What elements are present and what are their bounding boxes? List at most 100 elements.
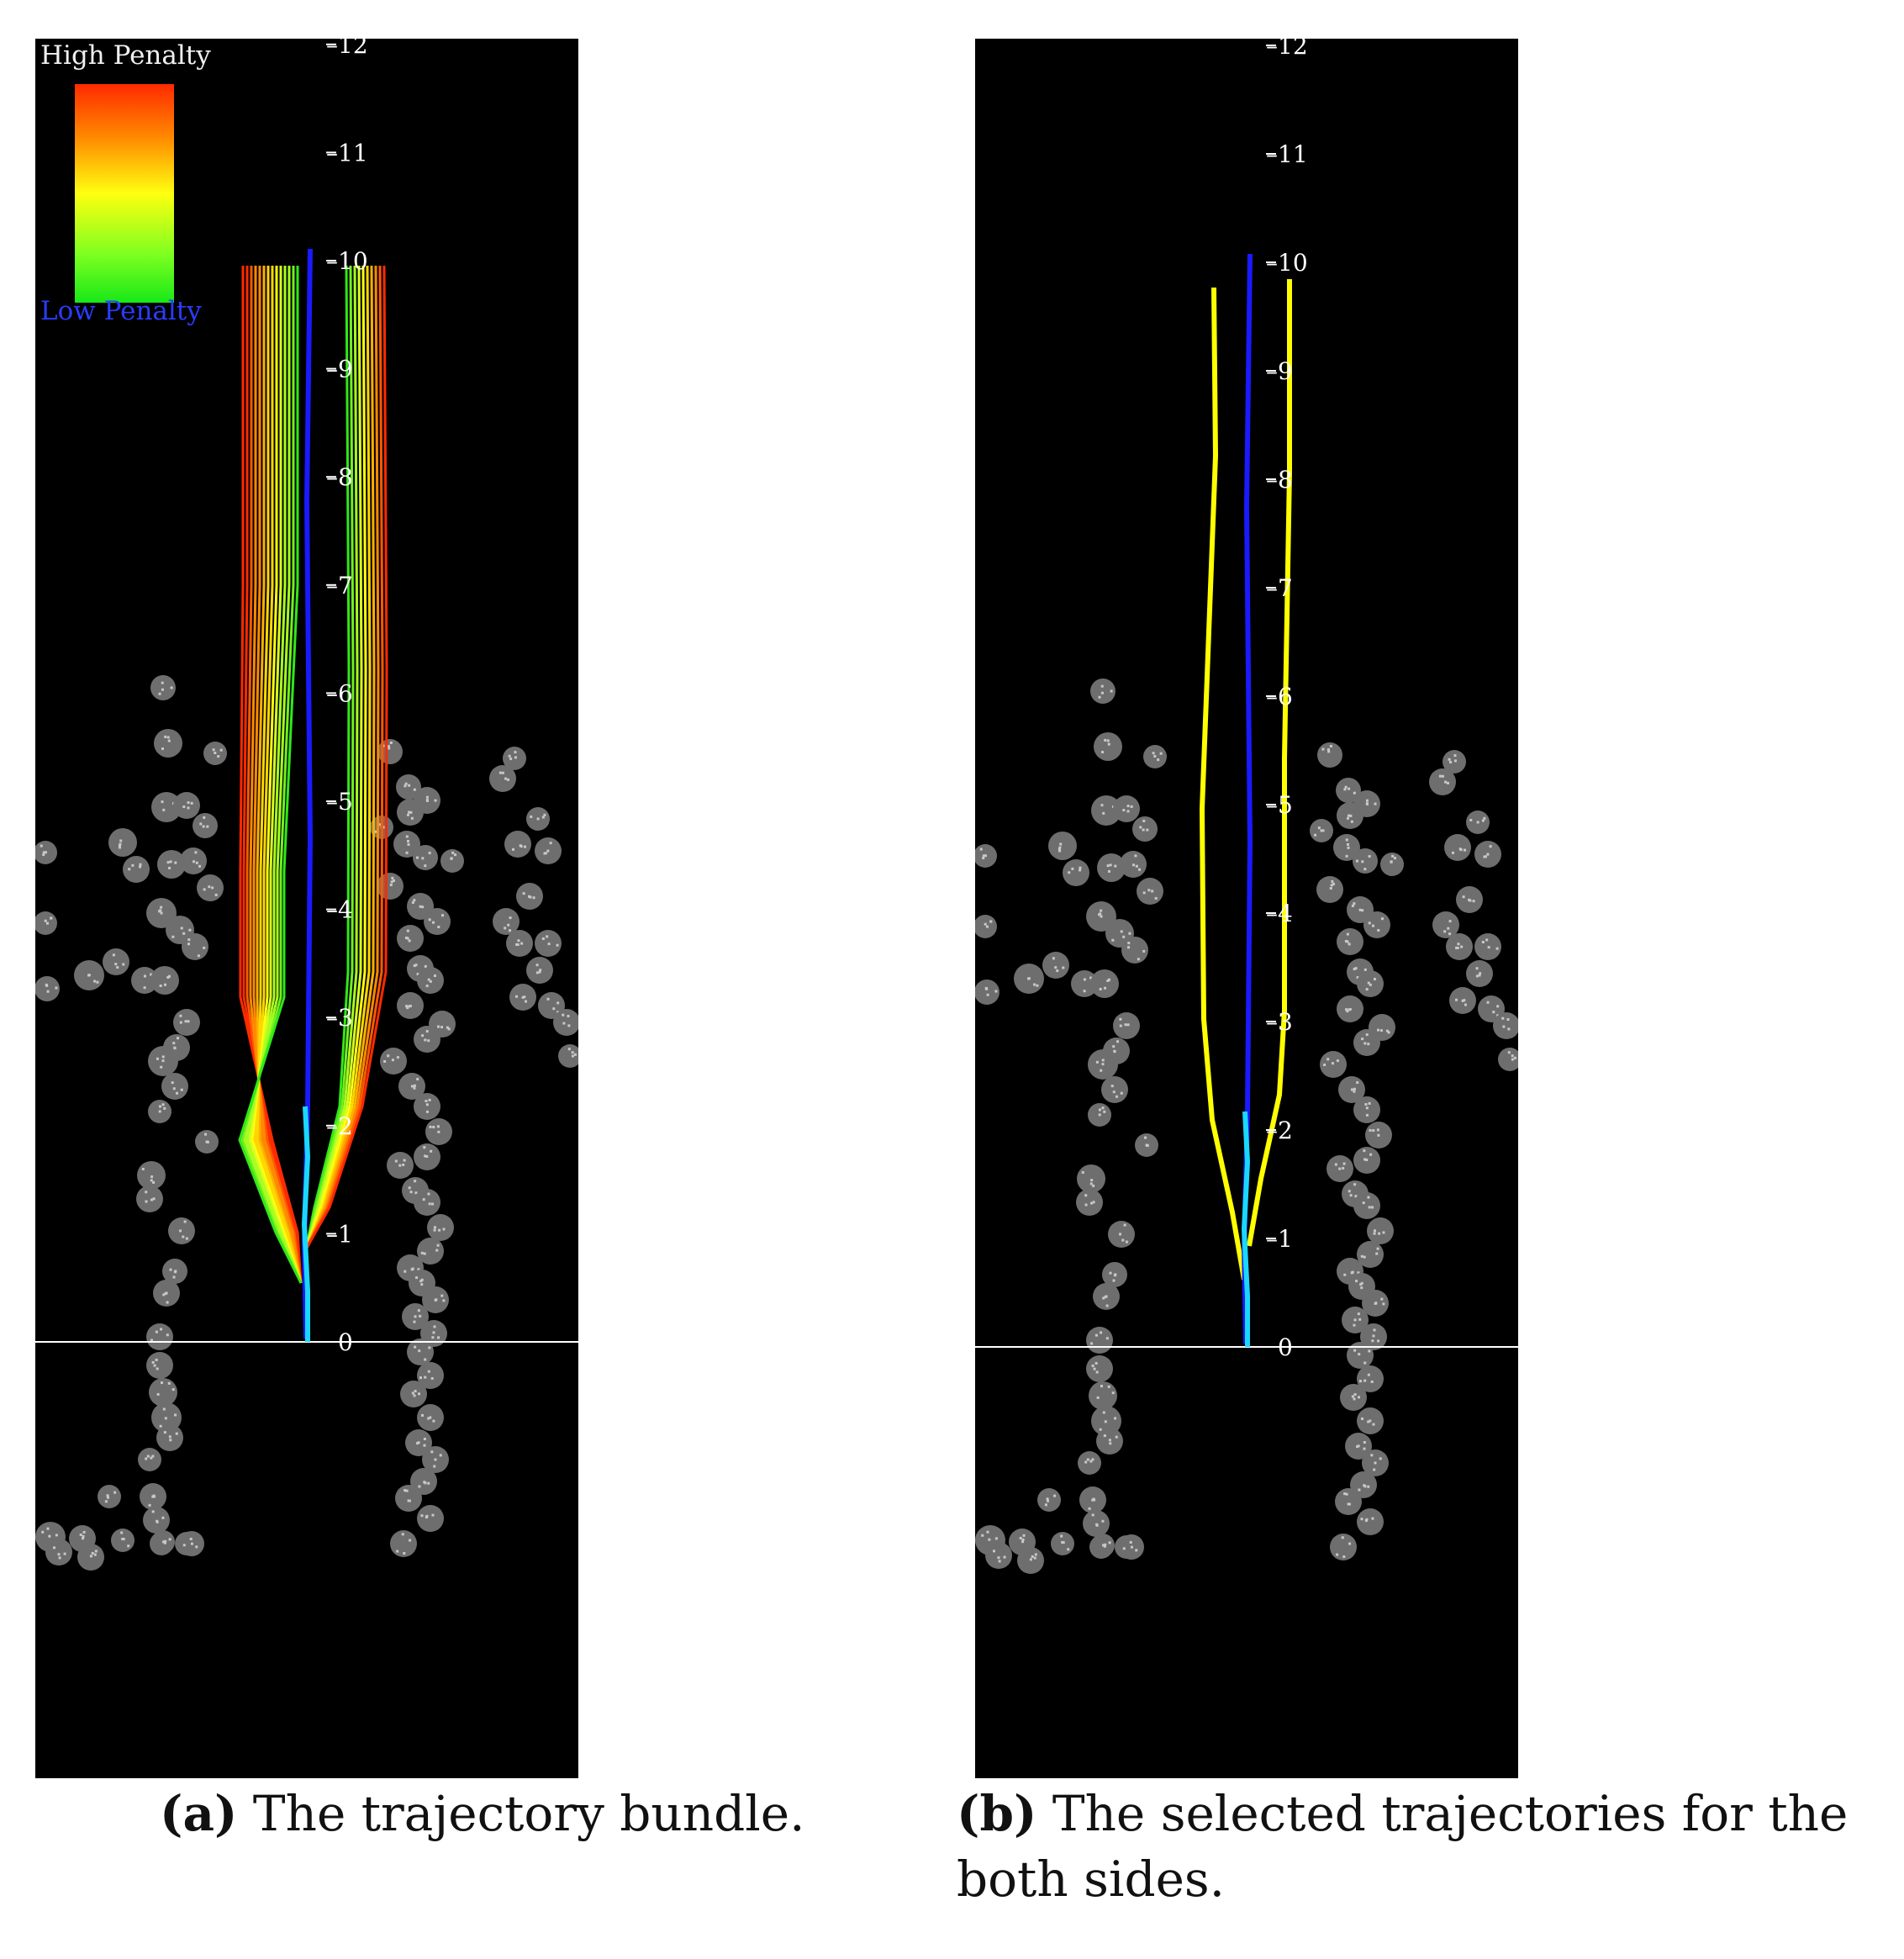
obstacle-speckle — [1116, 1040, 1120, 1043]
obstacle-speckle — [420, 1283, 424, 1286]
obstacle-speckle — [1154, 896, 1158, 900]
obstacle-speckle — [1106, 739, 1110, 742]
obstacle-speckle — [1369, 983, 1372, 986]
trajectory-left — [245, 266, 303, 1284]
obstacle-speckle — [1363, 1042, 1367, 1045]
obstacle-speckle — [1377, 929, 1380, 932]
obstacle-speckle — [1344, 785, 1348, 789]
obstacle-blob — [146, 1352, 173, 1379]
obstacle-speckle — [1346, 932, 1349, 936]
obstacle-speckle — [436, 1125, 440, 1128]
obstacle-blob — [1444, 834, 1471, 861]
obstacle-speckle — [424, 1358, 427, 1361]
obstacle-speckle — [439, 1454, 442, 1457]
distance-axis: 0 –1 –2 –3 –4 –5 –6 –7 –8 –9 –10 –11 –12 — [1266, 39, 1308, 1361]
obstacle-speckle — [1100, 909, 1103, 912]
obstacle-speckle — [1079, 866, 1082, 869]
selected-trajectory-left — [1199, 287, 1247, 1280]
obstacle-speckle — [193, 860, 196, 863]
obstacle-speckle — [1129, 1540, 1132, 1544]
obstacle-speckle — [406, 929, 409, 932]
obstacle-speckle — [112, 953, 115, 957]
obstacle-blob — [150, 675, 176, 700]
obstacle-speckle — [1369, 1419, 1372, 1423]
obstacle-speckle — [195, 861, 198, 864]
obstacle-speckle — [450, 857, 453, 860]
obstacle-speckle — [423, 1444, 426, 1447]
obstacle-speckle — [398, 1164, 402, 1167]
obstacle-speckle — [414, 1390, 417, 1393]
obstacle-speckle — [182, 805, 186, 809]
obstacle-speckle — [55, 986, 58, 990]
obstacle-speckle — [413, 1394, 416, 1397]
obstacle-speckle — [1353, 791, 1356, 795]
obstacle-speckle — [1443, 930, 1447, 933]
obstacle-speckle — [1098, 1108, 1101, 1112]
obstacle-speckle — [1327, 750, 1331, 753]
obstacle-speckle — [433, 974, 436, 978]
obstacle-speckle — [413, 788, 416, 791]
obstacle-speckle — [169, 1268, 172, 1271]
obstacle-speckle — [1486, 853, 1490, 856]
obstacle-speckle — [1353, 968, 1356, 971]
obstacle-speckle — [1371, 1339, 1374, 1343]
obstacle-speckle — [414, 1345, 417, 1349]
obstacle-speckle — [1104, 1543, 1107, 1546]
axis-tick-label: 0 — [338, 1328, 353, 1356]
obstacle-speckle — [1101, 751, 1105, 754]
obstacle-speckle — [179, 1021, 182, 1024]
obstacle-blob — [397, 925, 424, 952]
obstacle-speckle — [541, 816, 545, 819]
obstacle-speckle — [1360, 1281, 1363, 1285]
obstacle-speckle — [422, 1198, 425, 1201]
obstacle-speckle — [182, 1544, 186, 1547]
obstacle-speckle — [1348, 1542, 1352, 1545]
obstacle-speckle — [1101, 1059, 1105, 1062]
obstacle-speckle — [1091, 1364, 1094, 1367]
obstacle-speckle — [1029, 1558, 1032, 1561]
axis-tick-label: –11 — [326, 139, 368, 166]
obstacle-speckle — [161, 688, 164, 691]
obstacle-speckle — [1460, 945, 1464, 948]
penalty-colorbar — [75, 84, 174, 303]
obstacle-speckle — [156, 1367, 159, 1370]
obstacle-speckle — [172, 1042, 176, 1045]
obstacle-speckle — [187, 943, 191, 946]
obstacle-speckle — [1363, 1158, 1367, 1161]
obstacle-speckle — [1057, 847, 1061, 851]
obstacle-speckle — [1108, 869, 1111, 873]
obstacle-blob — [489, 765, 516, 792]
obstacle-speckle — [1100, 1069, 1103, 1072]
obstacle-speckle — [1125, 1240, 1128, 1244]
obstacle-speckle — [118, 844, 121, 847]
obstacle-speckle — [168, 1435, 171, 1439]
obstacle-speckle — [1034, 1553, 1037, 1556]
obstacle-speckle — [1062, 966, 1065, 969]
obstacle-speckle — [1320, 829, 1323, 832]
obstacle-speckle — [428, 852, 431, 855]
obstacle-blob — [417, 1505, 444, 1532]
obstacle-speckle — [159, 984, 162, 987]
obstacle-speckle — [425, 795, 429, 799]
obstacle-blob — [108, 828, 137, 857]
obstacle-speckle — [409, 811, 413, 814]
obstacle-speckle — [1475, 967, 1479, 970]
obstacle-speckle — [410, 1085, 414, 1088]
obstacle-blob — [1429, 768, 1456, 795]
obstacle-speckle — [1101, 1519, 1105, 1523]
axis-tick-label: –7 — [1266, 574, 1293, 602]
obstacle-blob — [553, 1009, 578, 1036]
obstacle-speckle — [1144, 1136, 1147, 1139]
obstacle-blob — [1063, 859, 1089, 886]
obstacle-speckle — [1329, 887, 1332, 890]
obstacle-speckle — [1332, 882, 1335, 885]
obstacle-speckle — [1393, 857, 1396, 860]
obstacle-speckle — [431, 1202, 435, 1206]
obstacle-speckle — [1114, 864, 1117, 868]
obstacle-speckle — [1106, 864, 1110, 868]
obstacle-speckle — [184, 1020, 187, 1023]
obstacle-speckle — [1350, 1271, 1353, 1275]
obstacle-speckle — [1343, 788, 1347, 791]
obstacle-speckle — [172, 1087, 176, 1090]
obstacle-speckle — [427, 1192, 430, 1196]
